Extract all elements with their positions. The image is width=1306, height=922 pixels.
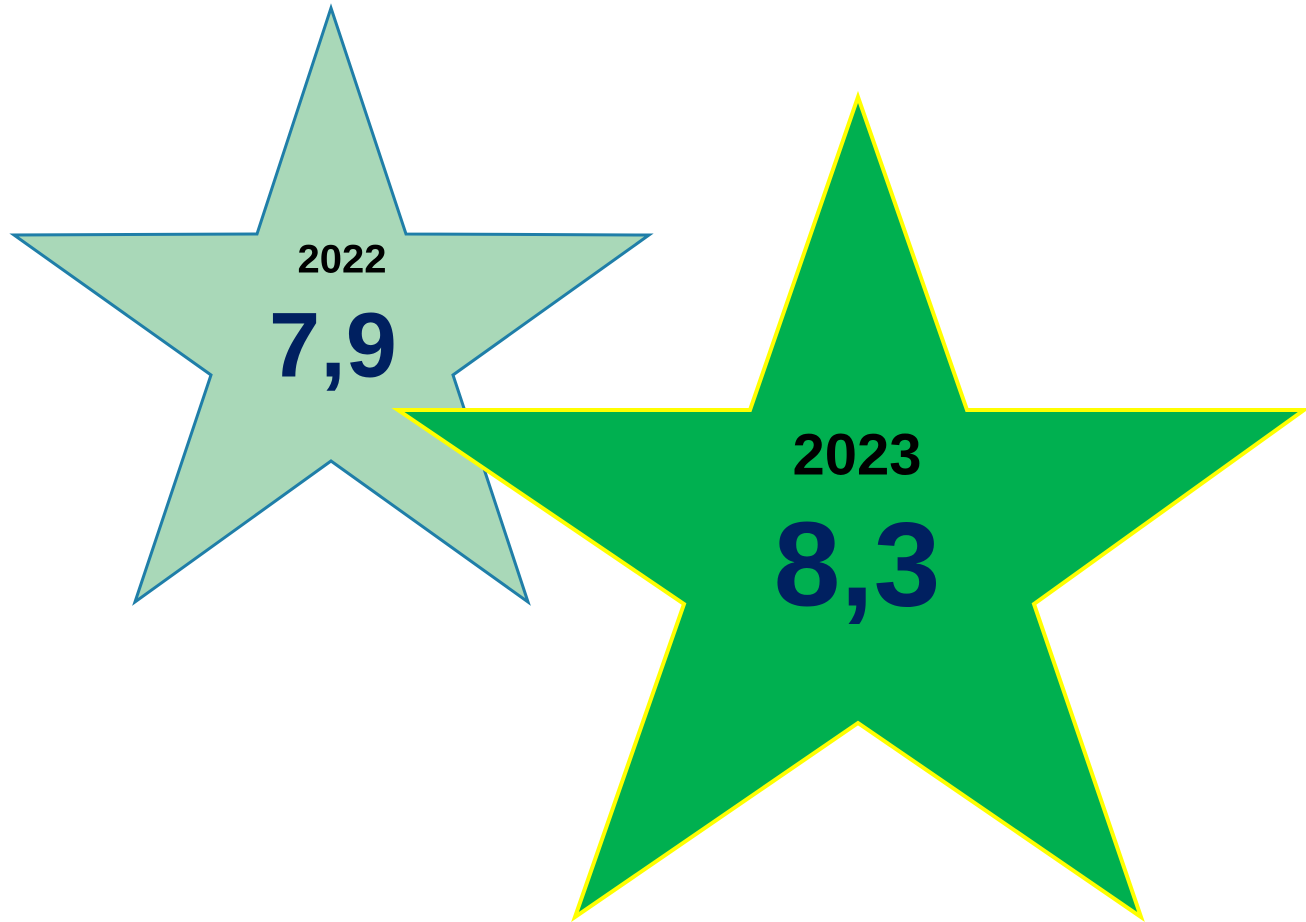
value-label: 7,9 (269, 294, 397, 396)
year-label: 2023 (792, 422, 921, 487)
star-2023 (391, 90, 1306, 922)
star-2022 (9, 3, 654, 606)
year-label: 2022 (298, 238, 387, 282)
value-label: 8,3 (774, 498, 941, 632)
